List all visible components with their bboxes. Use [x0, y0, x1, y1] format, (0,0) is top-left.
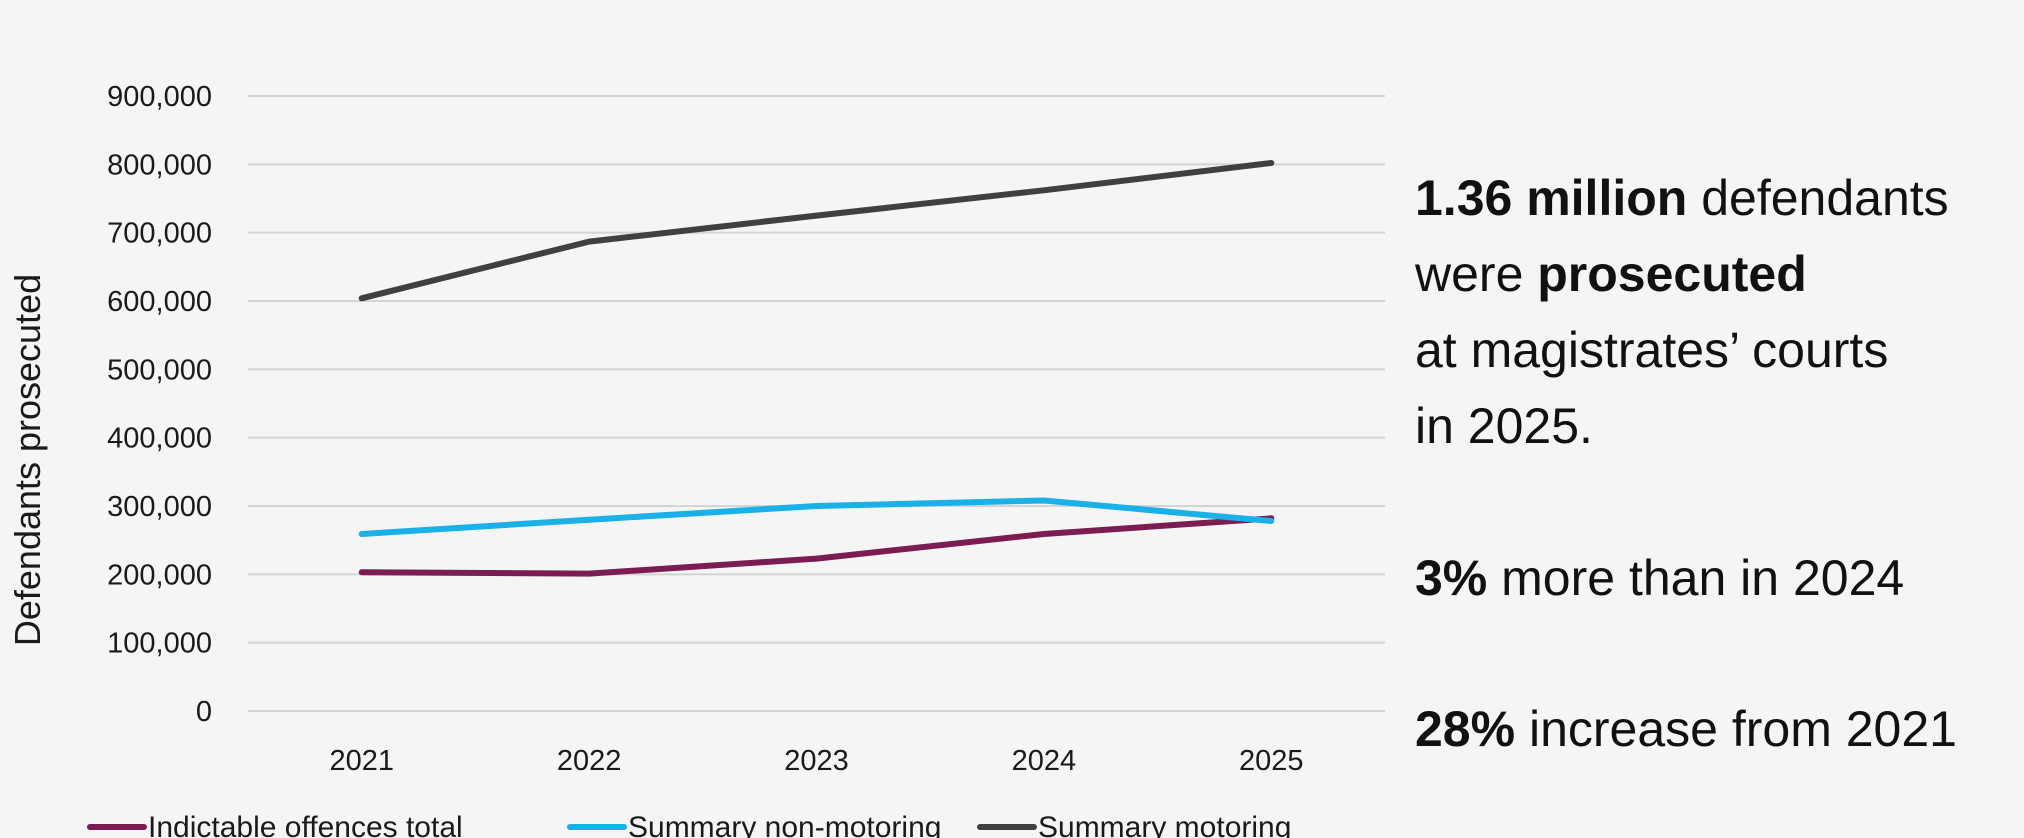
legend: Indictable offences total Summary non-mot…: [87, 811, 1291, 838]
x-axis-tick-labels: 2021 2022 2023 2024 2025: [329, 745, 1303, 777]
series-line-summary-non-motoring: [358, 497, 1275, 537]
fact-year-text: in 2025.: [1415, 398, 1593, 454]
fact-prosecuted-line: were prosecuted: [1415, 236, 2015, 312]
y-tick-label: 0: [196, 696, 212, 728]
key-facts-panel: 1.36 million defendants were prosecuted …: [1415, 160, 2015, 767]
fact-prosecuted-bold: prosecuted: [1537, 246, 1807, 302]
y-axis-tick-labels: 0 100,000 200,000 300,000 400,000 500,000 600,…: [107, 81, 212, 728]
series-lines: [358, 160, 1275, 577]
x-tick-label: 2024: [1012, 745, 1077, 777]
fact-increase-value: 28%: [1415, 701, 1516, 757]
y-axis-title: Defendants prosecuted: [7, 274, 48, 646]
fact-increase-text: increase from 2021: [1515, 701, 1957, 757]
y-tick-label: 100,000: [107, 628, 212, 660]
x-tick-label: 2025: [1239, 745, 1304, 777]
y-tick-label: 400,000: [107, 423, 212, 455]
y-tick-label: 800,000: [107, 149, 212, 181]
x-tick-label: 2021: [329, 745, 394, 777]
y-tick-label: 300,000: [107, 491, 212, 523]
legend-label: Summary non-motoring: [628, 811, 941, 838]
series-line-indictable-offences-total: [358, 515, 1275, 577]
fact-year-line: in 2025.: [1415, 388, 2015, 464]
legend-label: Summary motoring: [1038, 811, 1291, 838]
x-tick-label: 2022: [557, 745, 622, 777]
line-chart: 0 100,000 200,000 300,000 400,000 500,000 600,…: [7, 81, 1385, 838]
y-tick-label: 700,000: [107, 218, 212, 250]
fact-total-text: defendants: [1687, 170, 1949, 226]
fact-courts-text: at magistrates’ courts: [1415, 322, 1889, 378]
y-tick-label: 600,000: [107, 286, 212, 318]
fact-total-value: 1.36 million: [1415, 170, 1688, 226]
fact-yoy-change: 3% more than in 2024: [1415, 540, 2015, 616]
y-tick-label: 900,000: [107, 81, 212, 113]
x-tick-label: 2023: [784, 745, 849, 777]
series-line-summary-motoring: [358, 160, 1275, 302]
y-tick-label: 500,000: [107, 354, 212, 386]
fact-yoy-value: 3%: [1415, 550, 1488, 606]
fact-increase-since-2021: 28% increase from 2021: [1415, 691, 2015, 767]
fact-total-defendants: 1.36 million defendants: [1415, 160, 2015, 236]
fact-prosecuted-pre: were: [1415, 246, 1538, 302]
gridlines: [248, 95, 1385, 712]
legend-label: Indictable offences total: [148, 811, 463, 838]
fact-yoy-text: more than in 2024: [1487, 550, 1905, 606]
fact-courts-line: at magistrates’ courts: [1415, 312, 2015, 388]
y-tick-label: 200,000: [107, 559, 212, 591]
